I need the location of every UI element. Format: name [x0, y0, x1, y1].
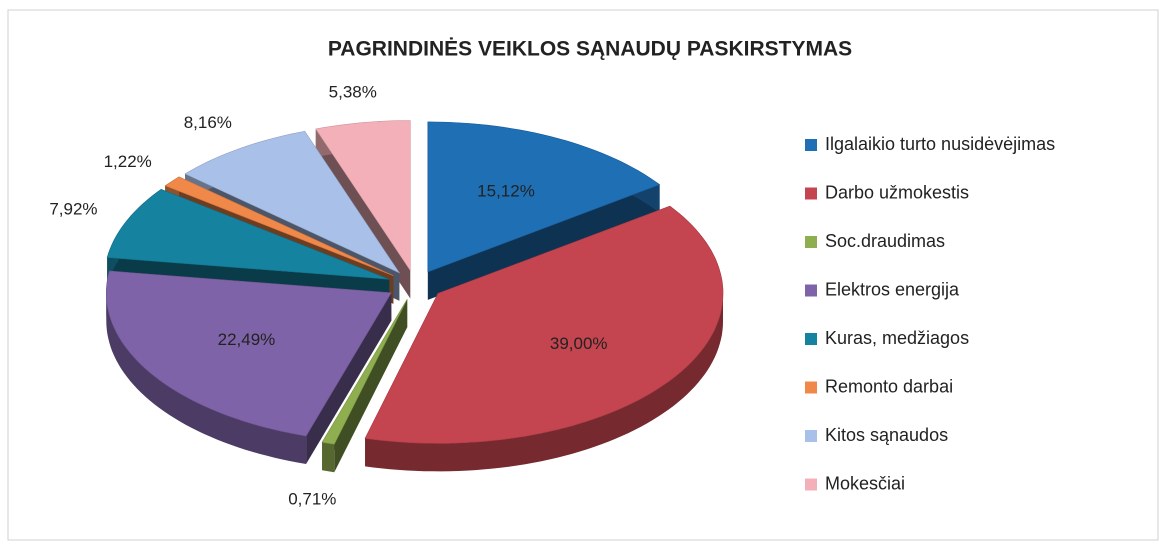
slice-top	[427, 121, 661, 273]
data-label: 7,92%	[49, 200, 97, 219]
legend-label: Elektros energija	[825, 279, 960, 299]
slice-side	[365, 293, 723, 472]
legend-label: Mokesčiai	[825, 473, 905, 493]
legend-swatch	[805, 381, 817, 394]
legend-label: Kitos sąnaudos	[825, 425, 948, 445]
legend-swatch	[805, 478, 817, 491]
legend-label: Kuras, medžiagos	[825, 328, 969, 348]
data-label: 8,16%	[184, 113, 232, 132]
data-label: 39,00%	[550, 334, 608, 353]
legend-swatch	[805, 333, 817, 345]
legend-label: Soc.draudimas	[825, 231, 945, 251]
slice	[364, 205, 724, 472]
slice-side	[106, 292, 307, 464]
slice	[321, 299, 408, 473]
slice-top	[105, 270, 392, 437]
slice-top	[321, 299, 408, 445]
legend-label: Ilgalaikio turto nusidėvėjimas	[825, 134, 1055, 154]
slice-top	[364, 205, 724, 444]
legend-swatch	[805, 236, 817, 248]
legend-label: Darbo užmokestis	[825, 182, 969, 202]
data-label: 15,12%	[477, 181, 535, 200]
slice-side	[322, 442, 335, 473]
legend-label: Remonto darbai	[825, 376, 953, 396]
data-label: 0,71%	[288, 490, 336, 509]
legend-swatch	[805, 284, 817, 297]
legend-swatch	[805, 430, 817, 442]
slice-wall	[306, 292, 392, 464]
legend-swatch	[805, 187, 817, 200]
slice-top	[164, 176, 394, 276]
data-label: 22,49%	[218, 330, 276, 349]
legend-swatch	[805, 139, 817, 151]
data-label: 1,22%	[104, 152, 152, 171]
slice-top	[106, 188, 390, 280]
slice-wall	[427, 184, 660, 300]
chart-title: PAGRINDINĖS VEIKLOS SĄNAUDŲ PASKIRSTYMAS	[328, 38, 852, 61]
slice-top	[315, 120, 411, 272]
data-label: 5,38%	[329, 83, 377, 102]
slice	[427, 121, 661, 300]
slice-top	[184, 130, 401, 274]
slice	[105, 270, 392, 464]
